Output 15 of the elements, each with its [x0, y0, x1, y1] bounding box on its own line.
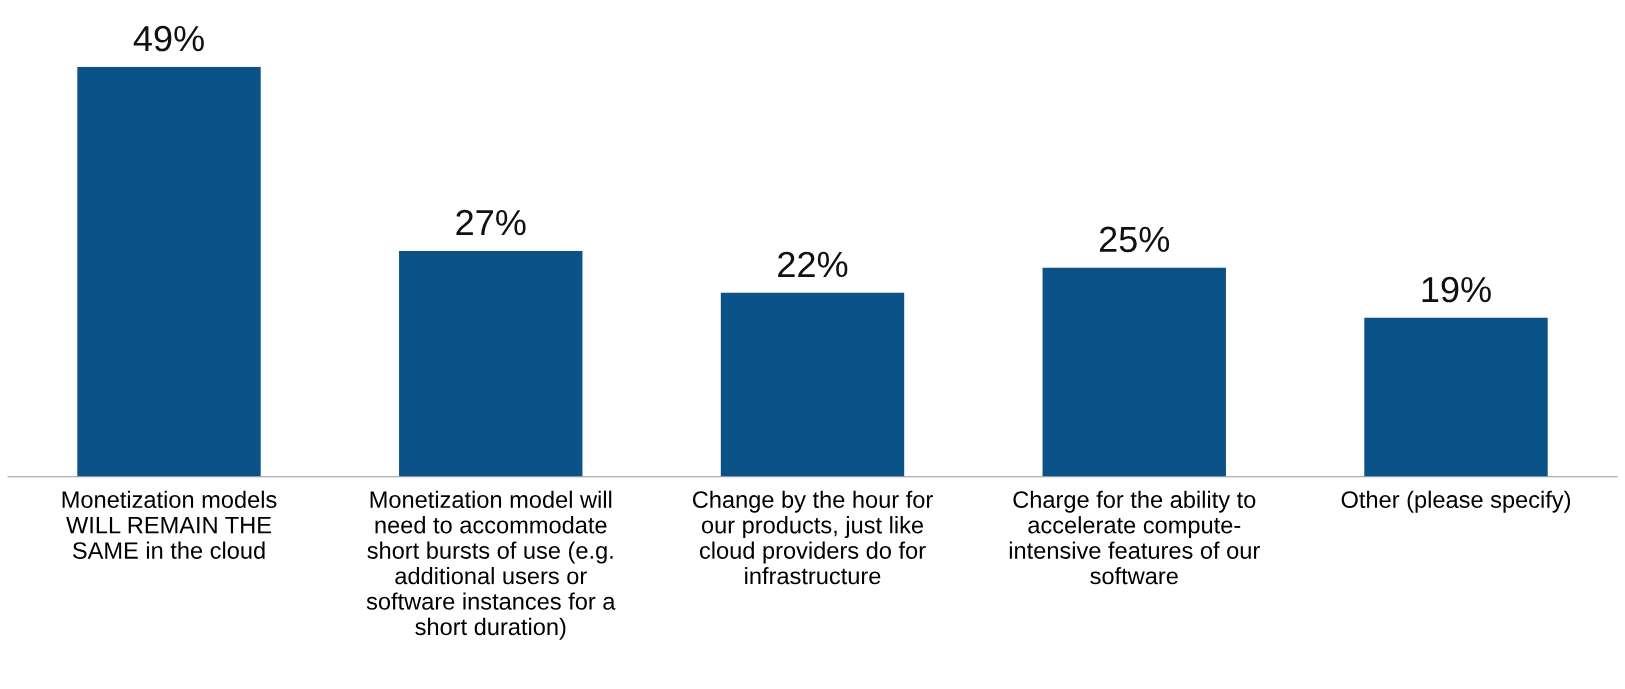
bar [1042, 267, 1226, 477]
bar [399, 250, 583, 477]
bar [1364, 317, 1548, 477]
x-tick-label: Charge for the ability to accelerate compute- intensive features of our software [1009, 490, 1260, 585]
bar [77, 66, 261, 477]
x-tick-label: Monetization models WILL REMAIN THE SAME in the cloud [62, 490, 277, 559]
bar [720, 292, 905, 477]
data-label: 27% [456, 209, 526, 236]
x-tick-label: Monetization model will need to accommodate short bursts of use (e.g. additional users or software instances for a short duration) [366, 490, 616, 640]
data-label: 25% [1099, 226, 1170, 253]
data-label: 49% [133, 25, 204, 52]
x-tick-label: Other (please specify) [1341, 490, 1571, 513]
data-label: 19% [1422, 276, 1491, 303]
x-tick-label: Change by the hour for our products, just like cloud providers do for infrastructure [692, 490, 933, 585]
data-label: 22% [778, 251, 848, 278]
